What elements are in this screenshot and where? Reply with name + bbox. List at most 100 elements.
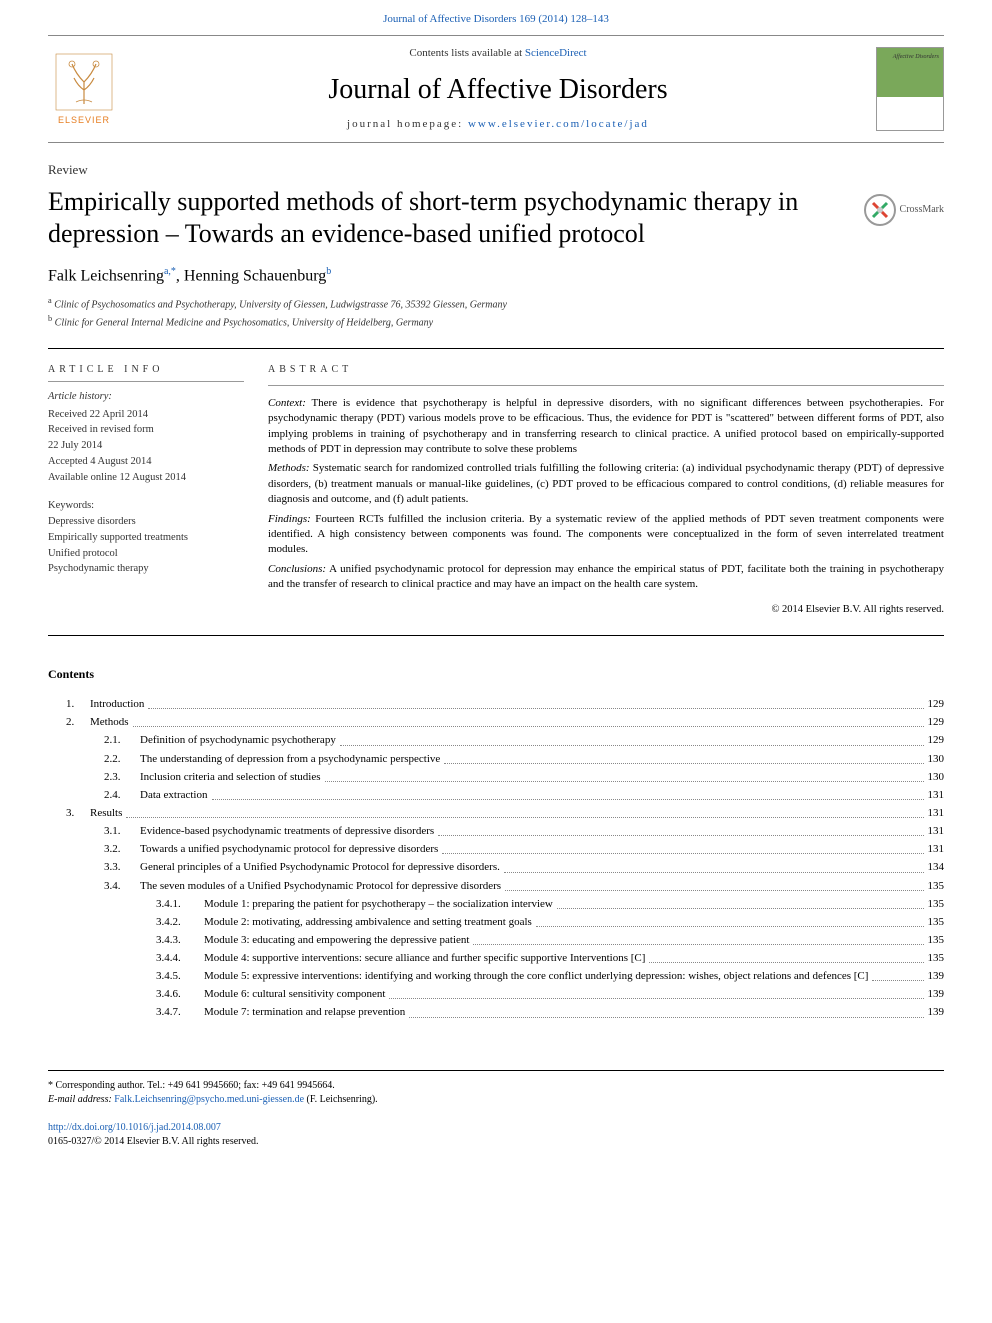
journal-homepage-link[interactable]: www.elsevier.com/locate/jad: [468, 118, 649, 130]
toc-entry[interactable]: 2.1.Definition of psychodynamic psychoth…: [48, 731, 944, 749]
abstract-methods-text: Systematic search for randomized control…: [268, 462, 944, 505]
affiliations: a Clinic of Psychosomatics and Psychothe…: [48, 295, 944, 330]
toc-leader-dots: [133, 713, 924, 727]
keyword-4: Psychodynamic therapy: [48, 561, 244, 577]
toc-page: 139: [928, 1003, 945, 1021]
toc-page: 135: [928, 949, 945, 967]
journal-header: ELSEVIER Contents lists available at Sci…: [48, 35, 944, 143]
toc-entry[interactable]: 3.4.4.Module 4: supportive interventions…: [48, 949, 944, 967]
toc-entry[interactable]: 3.4.5.Module 5: expressive interventions…: [48, 967, 944, 985]
toc-number: 2.1.: [104, 731, 140, 749]
online-date: Available online 12 August 2014: [48, 470, 244, 486]
toc-page: 131: [928, 786, 945, 804]
author-1-affil[interactable]: a,*: [164, 266, 176, 277]
abstract-findings-label: Findings:: [268, 513, 311, 525]
toc-number: 3.4.1.: [156, 895, 204, 913]
toc-page: 129: [928, 713, 945, 731]
toc-title: Module 1: preparing the patient for psyc…: [204, 895, 553, 913]
issn-copyright: 0165-0327/© 2014 Elsevier B.V. All right…: [48, 1135, 944, 1149]
keywords-label: Keywords:: [48, 499, 244, 514]
toc-title: Evidence-based psychodynamic treatments …: [140, 822, 434, 840]
toc-number: 3.2.: [104, 840, 140, 858]
toc-entry[interactable]: 3.4.3.Module 3: educating and empowering…: [48, 931, 944, 949]
corresponding-email-link[interactable]: Falk.Leichsenring@psycho.med.uni-giessen…: [114, 1094, 304, 1105]
sciencedirect-link[interactable]: ScienceDirect: [525, 47, 587, 59]
toc-title: Methods: [90, 713, 129, 731]
author-1[interactable]: Falk Leichsenring: [48, 267, 164, 284]
revised-label: Received in revised form: [48, 422, 244, 438]
publisher-logo[interactable]: ELSEVIER: [48, 47, 120, 131]
doi-link[interactable]: http://dx.doi.org/10.1016/j.jad.2014.08.…: [48, 1122, 221, 1133]
toc-page: 139: [928, 967, 945, 985]
toc-title: The seven modules of a Unified Psychodyn…: [140, 877, 501, 895]
toc-page: 134: [928, 858, 945, 876]
author-2[interactable]: Henning Schauenburg: [184, 267, 326, 284]
toc-entry[interactable]: 3.3.General principles of a Unified Psyc…: [48, 858, 944, 876]
article-title: Empirically supported methods of short-t…: [48, 186, 852, 251]
toc-leader-dots: [872, 967, 923, 981]
accepted-date: Accepted 4 August 2014: [48, 454, 244, 470]
toc-title: General principles of a Unified Psychody…: [140, 858, 500, 876]
email-suffix: (F. Leichsenring).: [304, 1094, 378, 1105]
history-label: Article history:: [48, 390, 244, 405]
toc-leader-dots: [442, 840, 923, 854]
toc-number: 3.1.: [104, 822, 140, 840]
author-list: Falk Leichsenringa,*, Henning Schauenbur…: [48, 265, 944, 288]
keyword-2: Empirically supported treatments: [48, 530, 244, 546]
contents-lists-line: Contents lists available at ScienceDirec…: [140, 46, 856, 61]
toc-title: Introduction: [90, 695, 144, 713]
abstract-methods-label: Methods:: [268, 462, 310, 474]
toc-page: 139: [928, 985, 945, 1003]
toc-entry[interactable]: 3.4.7.Module 7: termination and relapse …: [48, 1003, 944, 1021]
toc-title: Module 3: educating and empowering the d…: [204, 931, 469, 949]
toc-number: 3.4.7.: [156, 1003, 204, 1021]
toc-page: 130: [928, 768, 945, 786]
toc-leader-dots: [438, 822, 923, 836]
toc-leader-dots: [504, 858, 924, 872]
toc-number: 3.4.: [104, 877, 140, 895]
toc-page: 131: [928, 822, 945, 840]
top-citation-link[interactable]: Journal of Affective Disorders 169 (2014…: [0, 0, 992, 35]
toc-entry[interactable]: 3.Results 131: [48, 804, 944, 822]
toc-entry[interactable]: 3.2.Towards a unified psychodynamic prot…: [48, 840, 944, 858]
header-center: Contents lists available at ScienceDirec…: [120, 46, 876, 132]
toc-entry[interactable]: 2.3.Inclusion criteria and selection of …: [48, 768, 944, 786]
crossmark-badge[interactable]: CrossMark: [864, 194, 944, 226]
article-info-heading: article info: [48, 363, 244, 377]
contents-heading: Contents: [48, 666, 944, 683]
toc-number: 3.4.5.: [156, 967, 204, 985]
toc-title: Data extraction: [140, 786, 208, 804]
received-date: Received 22 April 2014: [48, 407, 244, 423]
toc-page: 129: [928, 731, 945, 749]
toc-entry[interactable]: 3.4.6.Module 6: cultural sensitivity com…: [48, 985, 944, 1003]
toc-leader-dots: [649, 949, 923, 963]
toc-entry[interactable]: 3.4.1.Module 1: preparing the patient fo…: [48, 895, 944, 913]
toc-number: 3.4.2.: [156, 913, 204, 931]
toc-entry[interactable]: 1.Introduction 129: [48, 695, 944, 713]
toc-title: Module 4: supportive interventions: secu…: [204, 949, 645, 967]
journal-homepage-line: journal homepage: www.elsevier.com/locat…: [140, 117, 856, 132]
elsevier-tree-icon: [54, 52, 114, 112]
toc-number: 3.: [66, 804, 90, 822]
crossmark-icon: [864, 194, 896, 226]
toc-entry[interactable]: 3.4.The seven modules of a Unified Psych…: [48, 877, 944, 895]
toc-entry[interactable]: 2.4.Data extraction 131: [48, 786, 944, 804]
toc-entry[interactable]: 2.2.The understanding of depression from…: [48, 750, 944, 768]
author-2-affil[interactable]: b: [326, 266, 331, 277]
toc-entry[interactable]: 3.1.Evidence-based psychodynamic treatme…: [48, 822, 944, 840]
doi-block: http://dx.doi.org/10.1016/j.jad.2014.08.…: [48, 1121, 944, 1149]
toc-page: 135: [928, 895, 945, 913]
toc-number: 3.3.: [104, 858, 140, 876]
toc-leader-dots: [340, 731, 924, 745]
toc-leader-dots: [505, 877, 923, 891]
toc-entry[interactable]: 2.Methods 129: [48, 713, 944, 731]
toc-entry[interactable]: 3.4.2.Module 2: motivating, addressing a…: [48, 913, 944, 931]
journal-name: Journal of Affective Disorders: [140, 70, 856, 109]
table-of-contents: 1.Introduction 1292.Methods 1292.1.Defin…: [48, 695, 944, 1022]
email-label: E-mail address:: [48, 1094, 114, 1105]
publisher-brand: ELSEVIER: [58, 114, 110, 127]
toc-leader-dots: [212, 786, 924, 800]
corresponding-author-line: * Corresponding author. Tel.: +49 641 99…: [48, 1079, 944, 1093]
toc-leader-dots: [444, 750, 923, 764]
journal-cover-thumbnail[interactable]: [876, 47, 944, 131]
